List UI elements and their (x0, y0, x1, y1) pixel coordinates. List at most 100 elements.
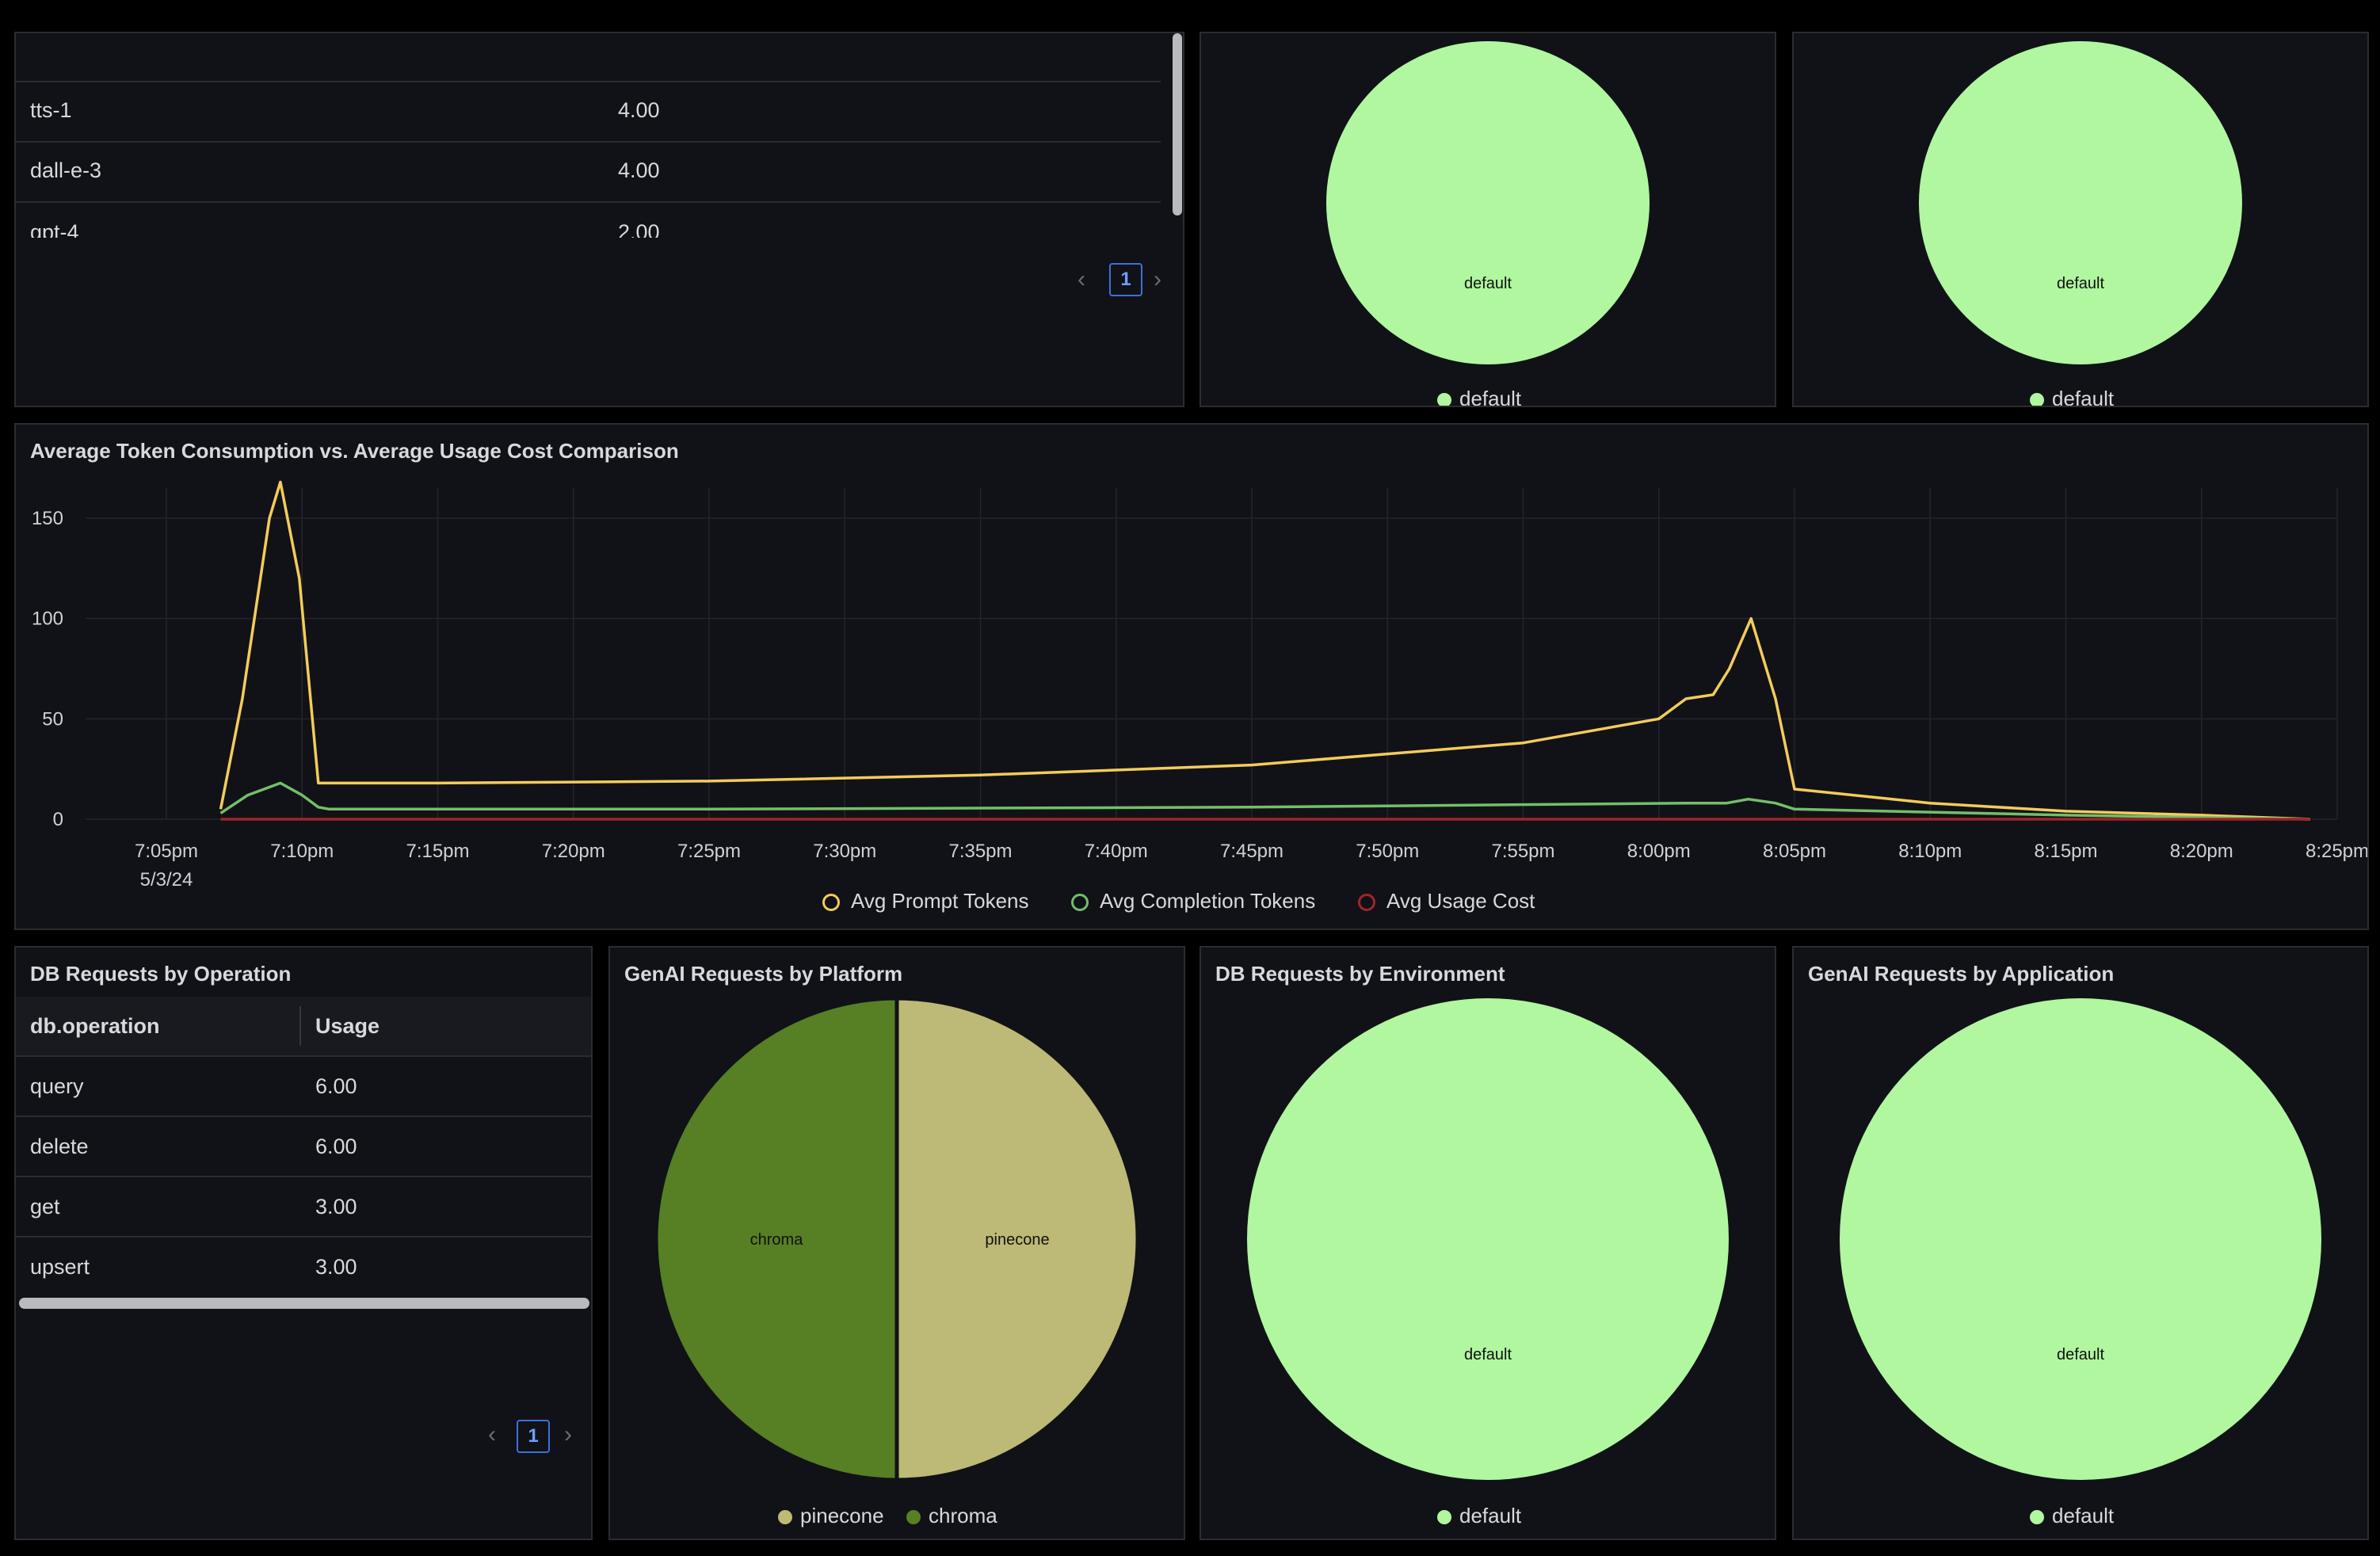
table-row-usage: 6.00 (315, 1074, 357, 1098)
panel-title: DB Requests by Environment (1215, 962, 1505, 986)
horizontal-scrollbar[interactable] (19, 1298, 589, 1309)
x-tick-label: 8:00pm (1627, 841, 1691, 862)
x-tick-label: 7:40pm (1085, 841, 1148, 862)
legend-avg-prompt-tokens[interactable]: Avg Prompt Tokens (822, 889, 1029, 913)
legend-swatch (1437, 1510, 1451, 1525)
pie-slice-default (1247, 998, 1729, 1480)
table-row-usage: 3.00 (315, 1255, 357, 1279)
pager-page-button[interactable]: 1 (517, 1420, 550, 1453)
table-clip-mask (16, 238, 1161, 261)
x-tick-label: 7:30pm (813, 841, 876, 862)
row-divider (16, 1176, 591, 1177)
environment-pie-chart: default (1247, 998, 1729, 1480)
table-row-usage: 6.00 (315, 1135, 357, 1158)
row-divider (16, 81, 1161, 82)
y-tick-label: 100 (32, 608, 63, 630)
pie-legend-chroma[interactable]: chroma (906, 1504, 997, 1528)
x-tick-label: 7:10pm (270, 841, 334, 862)
pie-legend-default[interactable]: default (1437, 1504, 1521, 1528)
table-row-op: query (30, 1074, 84, 1098)
column-header-usage[interactable]: Usage (315, 1014, 380, 1038)
legend-avg-completion-tokens[interactable]: Avg Completion Tokens (1071, 889, 1315, 913)
x-tick-label: 8:05pm (1763, 841, 1826, 862)
x-tick-label: 7:50pm (1356, 841, 1419, 862)
table-row-usage: 3.00 (315, 1195, 357, 1218)
column-header-operation[interactable]: db.operation (30, 1014, 160, 1038)
series-line-avg-completion-tokens (219, 781, 2310, 821)
top-pie-panel-2: default default (1792, 32, 2369, 407)
pie-slice-label: default (1464, 1346, 1512, 1363)
table-row-op: delete (30, 1135, 89, 1158)
row-divider (16, 141, 1161, 143)
legend-avg-usage-cost[interactable]: Avg Usage Cost (1358, 889, 1535, 913)
x-tick-label: 7:25pm (677, 841, 741, 862)
table-header-row (16, 997, 591, 1055)
pie-legend-default: default (1437, 387, 1521, 406)
table-row-value: 4.00 (618, 158, 660, 182)
x-tick-label: 7:15pm (406, 841, 469, 862)
column-divider (299, 1006, 301, 1046)
pager-prev-icon[interactable]: ‹ (488, 1421, 496, 1447)
x-tick-label: 7:55pm (1491, 841, 1554, 862)
pie-slice-label: default (2057, 1346, 2104, 1363)
platform-pie-chart: pinecone chroma (654, 996, 1140, 1482)
series-line-avg-prompt-tokens (219, 480, 2310, 821)
pie-legend-default[interactable]: default (2030, 1504, 2114, 1528)
application-pie-chart: default (1840, 998, 2321, 1480)
pager-next-icon[interactable]: › (564, 1421, 572, 1447)
pie-slice-default (1326, 41, 1650, 364)
pie-slice-label: default (2057, 275, 2104, 292)
x-tick-label: 8:10pm (1898, 841, 1962, 862)
legend-ring-icon (1358, 894, 1375, 912)
pie-legend-pinecone[interactable]: pinecone (778, 1504, 884, 1528)
y-tick-label: 0 (53, 809, 63, 830)
table-row-name: dall-e-3 (30, 158, 102, 182)
pager-next-icon[interactable]: › (1154, 266, 1161, 292)
pie-slice-default (1919, 41, 2242, 364)
panel-title: DB Requests by Operation (30, 962, 292, 986)
environment-pie-panel: DB Requests by Environment default defau… (1200, 946, 1776, 1540)
table-row-op: upsert (30, 1255, 90, 1279)
panel-title: Average Token Consumption vs. Average Us… (30, 439, 679, 463)
x-tick-label: 8:25pm (2306, 841, 2369, 862)
x-tick-label: 7:45pm (1220, 841, 1283, 862)
legend-swatch (1437, 393, 1451, 406)
panel-title: GenAI Requests by Platform (624, 962, 903, 986)
row-divider (16, 201, 1161, 203)
pie-slice-label: chroma (750, 1231, 804, 1249)
x-tick-label: 7:35pm (948, 841, 1012, 862)
row-divider (16, 1055, 591, 1057)
pager-page-button[interactable]: 1 (1109, 263, 1142, 296)
vertical-scrollbar[interactable] (1173, 33, 1182, 215)
model-usage-table-panel: tts-1 4.00 dall-e-3 4.00 gpt-4 2.00 ‹ 1 … (14, 32, 1184, 407)
pie-slice-pinecone (894, 996, 1140, 1482)
row-divider (16, 1116, 591, 1117)
x-tick-label: 8:15pm (2034, 841, 2097, 862)
top-pie-2-chart: default (1919, 41, 2242, 364)
pie-slice-default (1840, 998, 2321, 1480)
db-operations-panel: DB Requests by Operation db.operation Us… (14, 946, 593, 1540)
legend-swatch (906, 1510, 921, 1525)
pie-slice-label: pinecone (985, 1231, 1049, 1249)
pie-slice-chroma (654, 996, 899, 1482)
legend-ring-icon (1071, 894, 1089, 912)
x-tick-label: 7:20pm (542, 841, 605, 862)
application-pie-panel: GenAI Requests by Application default de… (1792, 946, 2369, 1540)
token-cost-chart-panel: Average Token Consumption vs. Average Us… (14, 423, 2369, 930)
x-tick-label: 7:05pm (135, 841, 198, 862)
legend-swatch (778, 1510, 792, 1525)
legend-swatch (2030, 393, 2044, 406)
x-date-label: 5/3/24 (140, 869, 193, 891)
token-line-chart: 7:05pm 7:10pm 7:15pm 7:20pm 7:25pm 7:30pm 7:35… (32, 480, 2369, 891)
row-divider (16, 1236, 591, 1238)
table-row-op: get (30, 1195, 60, 1218)
legend-ring-icon (822, 894, 840, 912)
pie-slice-label: default (1464, 275, 1512, 292)
pager-prev-icon[interactable]: ‹ (1077, 266, 1085, 292)
top-pie-panel-1: default default (1200, 32, 1776, 407)
platform-pie-panel: GenAI Requests by Platform pinecone chrom… (608, 946, 1185, 1540)
top-pie-1-chart: default (1326, 41, 1650, 364)
legend-swatch (2030, 1510, 2044, 1525)
pie-legend-default: default (2030, 387, 2114, 406)
x-tick-label: 8:20pm (2170, 841, 2233, 862)
